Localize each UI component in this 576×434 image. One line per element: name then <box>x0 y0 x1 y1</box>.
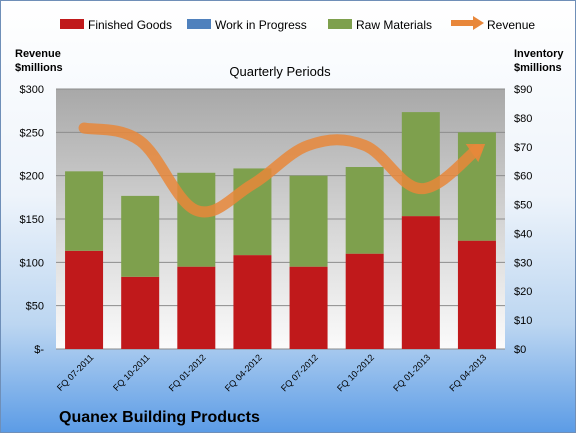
legend-swatch-finished-goods <box>60 19 84 29</box>
right-tick-label: $90 <box>514 84 532 96</box>
bar-raw-materials <box>121 196 159 277</box>
right-tick-label: $0 <box>514 344 526 356</box>
bar-finished-goods <box>402 216 440 349</box>
legend-label-revenue: Revenue <box>487 18 535 32</box>
bar-raw-materials <box>65 171 103 250</box>
left-tick-label: $300 <box>20 84 44 96</box>
legend: Finished Goods Work in Progress Raw Mate… <box>60 16 535 32</box>
right-axis-title-line1: Inventory <box>514 48 564 60</box>
left-tick-label: $100 <box>20 257 44 269</box>
bar-raw-materials <box>402 112 440 216</box>
right-tick-label: $70 <box>514 142 532 154</box>
bar-raw-materials <box>346 167 384 254</box>
left-tick-label: $50 <box>26 301 44 313</box>
right-axis-title-line2: $millions <box>514 62 562 74</box>
legend-label-raw-materials: Raw Materials <box>356 18 432 32</box>
bar-finished-goods <box>458 241 496 349</box>
legend-arrowhead-revenue <box>473 16 484 30</box>
left-tick-label: $200 <box>20 171 44 183</box>
x-tick-label: FQ 01-2013 <box>391 352 432 393</box>
bar-raw-materials <box>290 176 328 267</box>
legend-label-finished-goods: Finished Goods <box>88 18 172 32</box>
x-tick-label: FQ 07-2012 <box>279 352 320 393</box>
legend-label-work-in-progress: Work in Progress <box>215 18 307 32</box>
bar-raw-materials <box>177 173 215 267</box>
right-axis-ticks: $0 $10 $20 $30 $40 $50 $60 $70 $80 $90 <box>514 84 532 356</box>
right-tick-label: $50 <box>514 200 532 212</box>
x-tick-label: FQ 10-2012 <box>335 352 376 393</box>
x-axis-ticks: FQ 07-2011 FQ 10-2011 FQ 01-2012 FQ 04-2012… <box>55 352 488 393</box>
bar-finished-goods <box>346 254 384 349</box>
right-tick-label: $20 <box>514 286 532 298</box>
right-tick-label: $40 <box>514 228 532 240</box>
bar-finished-goods <box>233 255 271 349</box>
right-tick-label: $10 <box>514 315 532 327</box>
left-axis-ticks: $- $50 $100 $150 $200 $250 $300 <box>20 84 45 356</box>
left-axis-title-line2: $millions <box>15 62 63 74</box>
plot-title: Quarterly Periods <box>229 64 331 79</box>
company-name: Quanex Building Products <box>59 409 260 426</box>
right-tick-label: $60 <box>514 171 532 183</box>
left-axis-title-line1: Revenue <box>15 48 61 60</box>
x-tick-label: FQ 01-2012 <box>167 352 208 393</box>
bar-finished-goods <box>177 267 215 349</box>
x-tick-label: FQ 04-2013 <box>447 352 488 393</box>
x-tick-label: FQ 10-2011 <box>111 352 152 393</box>
bar-finished-goods <box>290 267 328 349</box>
legend-swatch-raw-materials <box>328 19 352 29</box>
left-tick-label: $150 <box>20 214 44 226</box>
left-tick-label: $250 <box>20 127 44 139</box>
bar-finished-goods <box>65 251 103 349</box>
right-tick-label: $80 <box>514 113 532 125</box>
bar-finished-goods <box>121 277 159 349</box>
right-tick-label: $30 <box>514 257 532 269</box>
legend-swatch-work-in-progress <box>187 19 211 29</box>
left-tick-label: $- <box>34 344 44 356</box>
x-tick-label: FQ 04-2012 <box>223 352 264 393</box>
x-tick-label: FQ 07-2011 <box>55 352 96 393</box>
